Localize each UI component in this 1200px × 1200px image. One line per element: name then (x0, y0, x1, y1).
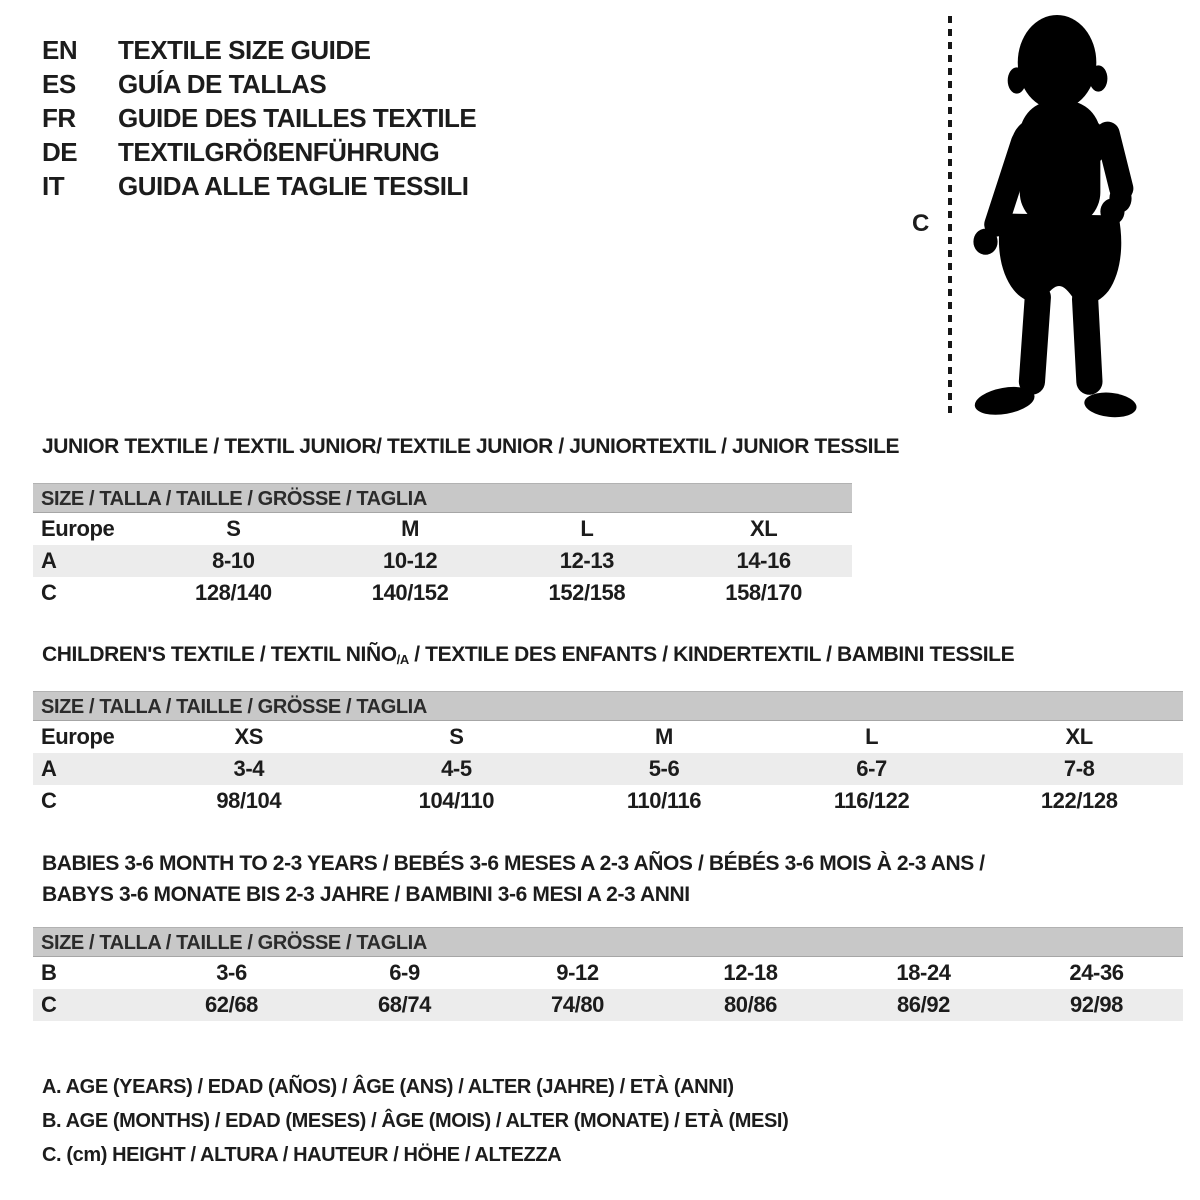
table-row-height: C 62/68 68/74 74/80 80/86 86/92 92/98 (33, 989, 1183, 1021)
table-cell: XS (234, 724, 264, 749)
row-label: A (41, 548, 57, 573)
size-header-label: SIZE / TALLA / TAILLE / GRÖSSE / TAGLIA (41, 696, 427, 718)
footnote-age-years: A. AGE (YEARS) / EDAD (AÑOS) / ÂGE (ANS)… (42, 1076, 734, 1098)
table-cell: 86/92 (896, 992, 951, 1017)
table-cell: S (226, 516, 241, 541)
table-cell: 14-16 (736, 548, 791, 573)
children-heading-part1: CHILDREN'S TEXTILE / TEXTIL NIÑO (42, 643, 397, 666)
language-title: TEXTILE SIZE GUIDE (118, 35, 371, 65)
size-header-bar: SIZE / TALLA / TAILLE / GRÖSSE / TAGLIA (33, 483, 852, 513)
table-row-height: C 128/140 140/152 152/158 158/170 (33, 577, 852, 609)
table-cell: 122/128 (1040, 788, 1118, 813)
table-cell: 3-6 (216, 960, 247, 985)
table-cell: 9-12 (556, 960, 599, 985)
row-label: C (41, 788, 57, 813)
table-cell: 10-12 (382, 548, 438, 573)
language-title: GUÍA DE TALLAS (118, 69, 327, 99)
table-cell: L (865, 724, 879, 749)
language-list: EN TEXTILE SIZE GUIDE ES GUÍA DE TALLAS … (42, 33, 477, 203)
table-cell: 128/140 (195, 580, 272, 605)
language-code: ES (42, 69, 76, 99)
language-title: GUIDA ALLE TAGLIE TESSILI (118, 171, 469, 201)
table-cell: 7-8 (1063, 756, 1095, 781)
table-row-months: B 3-6 6-9 9-12 12-18 18-24 24-36 (33, 957, 1183, 989)
footnote-height-cm: C. (cm) HEIGHT / ALTURA / HAUTEUR / HÖHE… (42, 1144, 562, 1166)
table-cell: M (655, 724, 673, 749)
table-row-age: A 8-10 10-12 12-13 14-16 (33, 545, 852, 577)
babies-size-table: SIZE / TALLA / TAILLE / GRÖSSE / TAGLIA … (33, 927, 1183, 1021)
table-cell: 12-13 (559, 548, 615, 573)
table-cell: 24-36 (1069, 960, 1124, 985)
row-label: C (41, 992, 57, 1017)
table-cell: 62/68 (204, 992, 259, 1017)
height-measure-dashed-line (948, 16, 952, 416)
table-cell: 152/158 (548, 580, 626, 605)
junior-size-table: SIZE / TALLA / TAILLE / GRÖSSE / TAGLIA … (33, 483, 852, 609)
table-cell: 68/74 (377, 992, 432, 1017)
babies-heading-line2: BABYS 3-6 MONATE BIS 2-3 JAHRE / BAMBINI… (42, 883, 690, 906)
table-cell: 18-24 (896, 960, 951, 985)
language-code: DE (42, 137, 78, 167)
table-cell: 158/170 (725, 580, 802, 605)
table-cell: 6-7 (856, 756, 887, 781)
footnotes: A. AGE (YEARS) / EDAD (AÑOS) / ÂGE (ANS)… (42, 1070, 789, 1172)
size-header-label: SIZE / TALLA / TAILLE / GRÖSSE / TAGLIA (41, 488, 427, 510)
table-cell: 74/80 (550, 992, 605, 1017)
language-row-en: EN TEXTILE SIZE GUIDE (42, 33, 476, 67)
babies-heading-line1: BABIES 3-6 MONTH TO 2-3 YEARS / BEBÉS 3-… (42, 852, 985, 875)
language-row-it: IT GUIDA ALLE TAGLIE TESSILI (42, 169, 476, 203)
table-cell: 140/152 (371, 580, 449, 605)
table-row-age: A 3-4 4-5 5-6 6-7 7-8 (33, 753, 1183, 785)
language-title: GUIDE DES TAILLES TEXTILE (118, 103, 477, 133)
language-row-de: DE TEXTILGRÖßENFÜHRUNG (42, 135, 476, 169)
table-cell: 110/116 (626, 788, 702, 813)
table-cell: 80/86 (723, 992, 778, 1017)
table-cell: 3-4 (233, 756, 265, 781)
language-code: FR (42, 103, 76, 133)
language-row-fr: FR GUIDE DES TAILLES TEXTILE (42, 101, 477, 135)
row-label: Europe (41, 516, 115, 541)
babies-section-heading: BABIES 3-6 MONTH TO 2-3 YEARS / BEBÉS 3-… (42, 848, 985, 910)
table-cell: 116/122 (833, 788, 910, 813)
children-section-heading: CHILDREN'S TEXTILE / TEXTIL NIÑO/A / TEX… (42, 643, 1015, 667)
row-label: A (41, 756, 57, 781)
table-row-europe: Europe S M L XL (33, 513, 852, 545)
table-cell: XL (1065, 724, 1094, 749)
table-cell: 6-9 (389, 960, 420, 985)
children-heading-part2: / TEXTILE DES ENFANTS / KINDERTEXTIL / B… (408, 643, 1015, 666)
table-cell: L (580, 516, 594, 541)
height-measure-label: C (912, 210, 930, 237)
table-cell: 12-18 (723, 960, 778, 985)
table-cell: 5-6 (648, 756, 680, 781)
junior-section-heading: JUNIOR TEXTILE / TEXTIL JUNIOR/ TEXTILE … (42, 435, 900, 458)
toddler-silhouette (973, 15, 1137, 418)
table-cell: 4-5 (441, 756, 472, 781)
children-heading-sub: /A (396, 652, 410, 667)
table-cell: 8-10 (212, 548, 255, 573)
size-header-bar: SIZE / TALLA / TAILLE / GRÖSSE / TAGLIA (33, 691, 1183, 721)
language-code: IT (42, 171, 65, 201)
table-cell: M (401, 516, 420, 541)
table-cell: 98/104 (216, 788, 282, 813)
row-label: B (41, 960, 57, 985)
row-label: C (41, 580, 57, 605)
table-row-height: C 98/104 104/110 110/116 116/122 122/128 (33, 785, 1183, 817)
language-row-es: ES GUÍA DE TALLAS (42, 67, 476, 101)
language-code: EN (42, 35, 78, 65)
table-cell: S (449, 724, 464, 749)
row-label: Europe (41, 724, 115, 749)
table-row-europe: Europe XS S M L XL (33, 721, 1183, 753)
footnote-age-months: B. AGE (MONTHS) / EDAD (MESES) / ÂGE (MO… (42, 1110, 789, 1132)
size-header-bar: SIZE / TALLA / TAILLE / GRÖSSE / TAGLIA (33, 927, 1183, 957)
table-cell: 104/110 (418, 788, 495, 813)
children-size-table: SIZE / TALLA / TAILLE / GRÖSSE / TAGLIA … (33, 691, 1183, 817)
language-title: TEXTILGRÖßENFÜHRUNG (118, 137, 440, 167)
table-cell: 92/98 (1069, 992, 1124, 1017)
size-header-label: SIZE / TALLA / TAILLE / GRÖSSE / TAGLIA (41, 932, 427, 954)
table-cell: XL (749, 516, 778, 541)
